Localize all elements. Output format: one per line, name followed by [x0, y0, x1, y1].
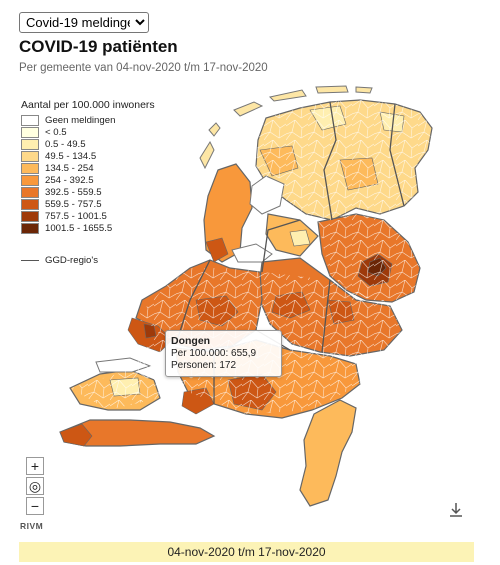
legend-title: Aantal per 100.000 inwoners: [21, 99, 155, 111]
legend-item: 49.5 - 134.5: [21, 150, 115, 162]
legend-swatch: [21, 211, 39, 223]
legend-item: 392.5 - 559.5: [21, 187, 115, 199]
download-icon[interactable]: [446, 500, 466, 520]
legend-item: Geen meldingen: [21, 114, 115, 126]
legend-label: 49.5 - 134.5: [45, 150, 97, 162]
locate-button[interactable]: ◎: [26, 477, 44, 495]
legend-swatch: [21, 150, 39, 162]
attribution: RIVM: [20, 521, 44, 531]
dataset-select[interactable]: Covid-19 meldingen: [19, 12, 149, 33]
ggd-legend: GGD-regio's: [21, 255, 98, 266]
zoom-in-button[interactable]: +: [26, 457, 44, 475]
page-subtitle: Per gemeente van 04-nov-2020 t/m 17-nov-…: [19, 62, 268, 74]
ggd-line-swatch: [21, 260, 39, 261]
legend-item: 0.5 - 49.5: [21, 138, 115, 150]
legend-label: 134.5 - 254: [45, 162, 94, 174]
legend-label: Geen meldingen: [45, 114, 116, 126]
legend-swatch: [21, 187, 39, 199]
legend-swatch: [21, 126, 39, 138]
legend-item: < 0.5: [21, 126, 115, 138]
legend-swatch: [21, 162, 39, 174]
legend-swatch: [21, 199, 39, 211]
legend-label: 757.5 - 1001.5: [45, 211, 107, 223]
legend-label: 1001.5 - 1655.5: [45, 223, 113, 235]
legend-swatch: [21, 175, 39, 187]
legend-label: 0.5 - 49.5: [45, 138, 86, 150]
legend-item: 757.5 - 1001.5: [21, 211, 115, 223]
page-title: COVID-19 patiënten: [19, 37, 178, 56]
legend-item: 134.5 - 254: [21, 162, 115, 174]
legend-swatch: [21, 223, 39, 235]
tooltip-rate: Per 100.000: 655,9: [171, 347, 257, 359]
legend-item: 1001.5 - 1655.5: [21, 223, 115, 235]
legend-label: 392.5 - 559.5: [45, 187, 102, 199]
date-range-bar: 04-nov-2020 t/m 17-nov-2020: [19, 542, 474, 562]
tooltip-title: Dongen: [171, 335, 211, 347]
legend: Geen meldingen < 0.5 0.5 - 49.5 49.5 - 134.…: [21, 114, 115, 235]
netherlands-map[interactable]: [0, 0, 500, 540]
region-limburg: [299, 399, 357, 507]
legend-swatch: [21, 114, 39, 126]
legend-label: 559.5 - 757.5: [45, 199, 102, 211]
legend-label: < 0.5: [45, 126, 67, 138]
wadden-islands: [199, 85, 373, 170]
zoom-out-button[interactable]: −: [26, 497, 44, 515]
legend-label: 254 - 392.5: [45, 175, 94, 187]
legend-item: 254 - 392.5: [21, 174, 115, 187]
tooltip-persons: Personen: 172: [171, 360, 237, 371]
ggd-legend-label: GGD-regio's: [45, 255, 99, 266]
map-tooltip: Dongen Per 100.000: 655,9 Personen: 172: [165, 330, 282, 377]
legend-item: 559.5 - 757.5: [21, 199, 115, 211]
legend-swatch: [21, 138, 39, 150]
